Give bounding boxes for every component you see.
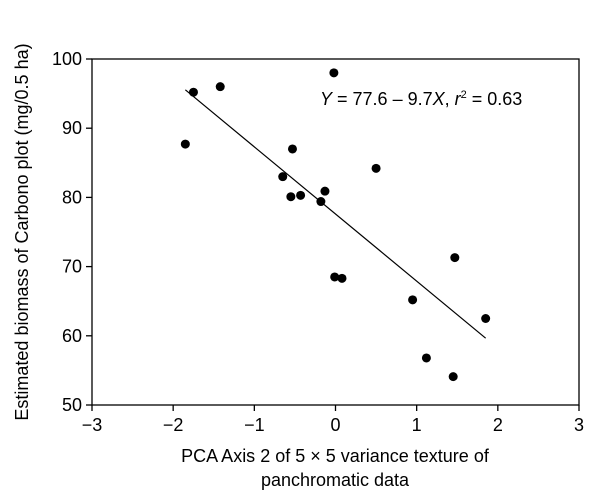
x-tick-label: 1 — [412, 415, 422, 435]
data-points — [180, 68, 491, 382]
regression-line — [184, 89, 487, 339]
x-tick-label: −2 — [163, 415, 184, 435]
data-point — [286, 192, 296, 202]
x-axis-title-line1: PCA Axis 2 of 5 × 5 variance texture of — [181, 446, 490, 466]
data-point — [448, 372, 458, 382]
y-tick-label: 80 — [62, 187, 82, 207]
data-point — [188, 87, 198, 97]
annotation-r-exponent: 2 — [461, 89, 467, 101]
annotation-r-var: r — [455, 89, 462, 109]
data-point — [215, 82, 225, 92]
y-tick-label: 50 — [62, 395, 82, 415]
data-point — [450, 253, 460, 263]
annotation-y-var: Y — [320, 89, 334, 109]
data-point — [180, 139, 190, 149]
annotation-r-value: = 0.63 — [467, 89, 523, 109]
x-tick-label: 2 — [493, 415, 503, 435]
data-point — [371, 163, 381, 173]
tick-group: −3 −2 −1 0 1 2 3 50 60 70 80 90 100 — [52, 49, 584, 435]
regression-annotation: Y = 77.6 – 9.7X, r2 = 0.63 — [320, 89, 522, 109]
data-point — [337, 273, 347, 283]
data-point — [320, 186, 330, 196]
y-tick-label: 70 — [62, 257, 82, 277]
data-point — [287, 144, 297, 154]
x-tick-label: 0 — [330, 415, 340, 435]
annotation-separator: , — [445, 89, 455, 109]
x-axis-title-line2: panchromatic data — [261, 470, 410, 490]
x-tick-label: −1 — [244, 415, 265, 435]
data-point — [278, 172, 288, 182]
y-tick-label: 100 — [52, 49, 82, 69]
data-point — [421, 353, 431, 363]
data-point — [329, 68, 339, 78]
plot-frame — [91, 58, 580, 406]
data-point — [330, 272, 340, 282]
data-point — [408, 295, 418, 305]
y-tick-label: 90 — [62, 118, 82, 138]
annotation-equation: = 77.6 – 9.7 — [332, 89, 433, 109]
data-point — [296, 190, 306, 200]
y-tick-label: 60 — [62, 326, 82, 346]
x-tick-label: −3 — [82, 415, 103, 435]
annotation-x-var: X — [432, 89, 446, 109]
x-tick-label: 3 — [574, 415, 584, 435]
data-point — [481, 314, 491, 323]
data-point — [316, 197, 326, 207]
y-axis-title: Estimated biomass of Carbono plot (mg/0.… — [12, 43, 32, 420]
